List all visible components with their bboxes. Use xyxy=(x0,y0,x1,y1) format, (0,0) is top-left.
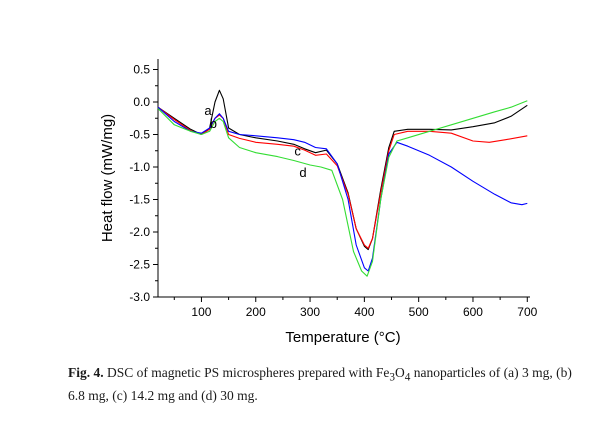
y-axis-title: Heat flow (mW/mg) xyxy=(99,114,116,242)
curve-label-a: a xyxy=(204,103,212,118)
y-tick-label: -2.5 xyxy=(129,258,150,272)
caption-label: Fig. 4. xyxy=(68,365,104,380)
series-line-d xyxy=(157,100,528,277)
y-tick-label: 0.5 xyxy=(133,63,150,77)
x-tick-label: 100 xyxy=(191,305,211,319)
x-tick-label: 200 xyxy=(246,305,266,319)
x-axis-title: Temperature (°C) xyxy=(285,329,400,346)
curve-label-b: b xyxy=(210,116,217,131)
y-tick-label: 0.0 xyxy=(133,95,150,109)
caption-sub-2: 4 xyxy=(404,371,411,384)
curve-label-c: c xyxy=(294,143,301,158)
y-tick-label: -3.0 xyxy=(129,290,150,304)
y-tick-label: -1.5 xyxy=(129,193,150,207)
curve-labels: ab cd xyxy=(204,103,306,180)
caption-text-3: nanoparticles of (a) 3 mg, (b) 6.8 mg, (… xyxy=(68,365,572,403)
axes: 0.5 0.0 -0.5 -1.0 -1.5 -2.0 -2.5 -3.0 100 200 300 4… xyxy=(129,59,538,319)
figure-caption: Fig. 4. DSC of magnetic PS microspheres … xyxy=(68,364,588,405)
curve-label-d: d xyxy=(299,165,306,180)
y-tick-label: -0.5 xyxy=(129,128,150,142)
caption-sub-1: 3 xyxy=(389,371,395,384)
dsc-chart: 0.5 0.0 -0.5 -1.0 -1.5 -2.0 -2.5 -3.0 100 200 300 4… xyxy=(99,59,538,346)
caption-text-2: O xyxy=(394,365,405,380)
x-tick-label: 400 xyxy=(354,305,374,319)
series-line-c xyxy=(157,106,528,272)
x-tick-label: 600 xyxy=(463,305,483,319)
y-tick-label: -2.0 xyxy=(129,225,150,239)
caption-text-1: DSC of magnetic PS microspheres prepared… xyxy=(103,365,390,380)
series-line-a xyxy=(157,89,528,251)
x-tick-label: 700 xyxy=(517,305,537,319)
series-group xyxy=(157,89,528,277)
x-tick-label: 500 xyxy=(409,305,429,319)
x-tick-label: 300 xyxy=(300,305,320,319)
y-tick-label: -1.0 xyxy=(129,160,150,174)
